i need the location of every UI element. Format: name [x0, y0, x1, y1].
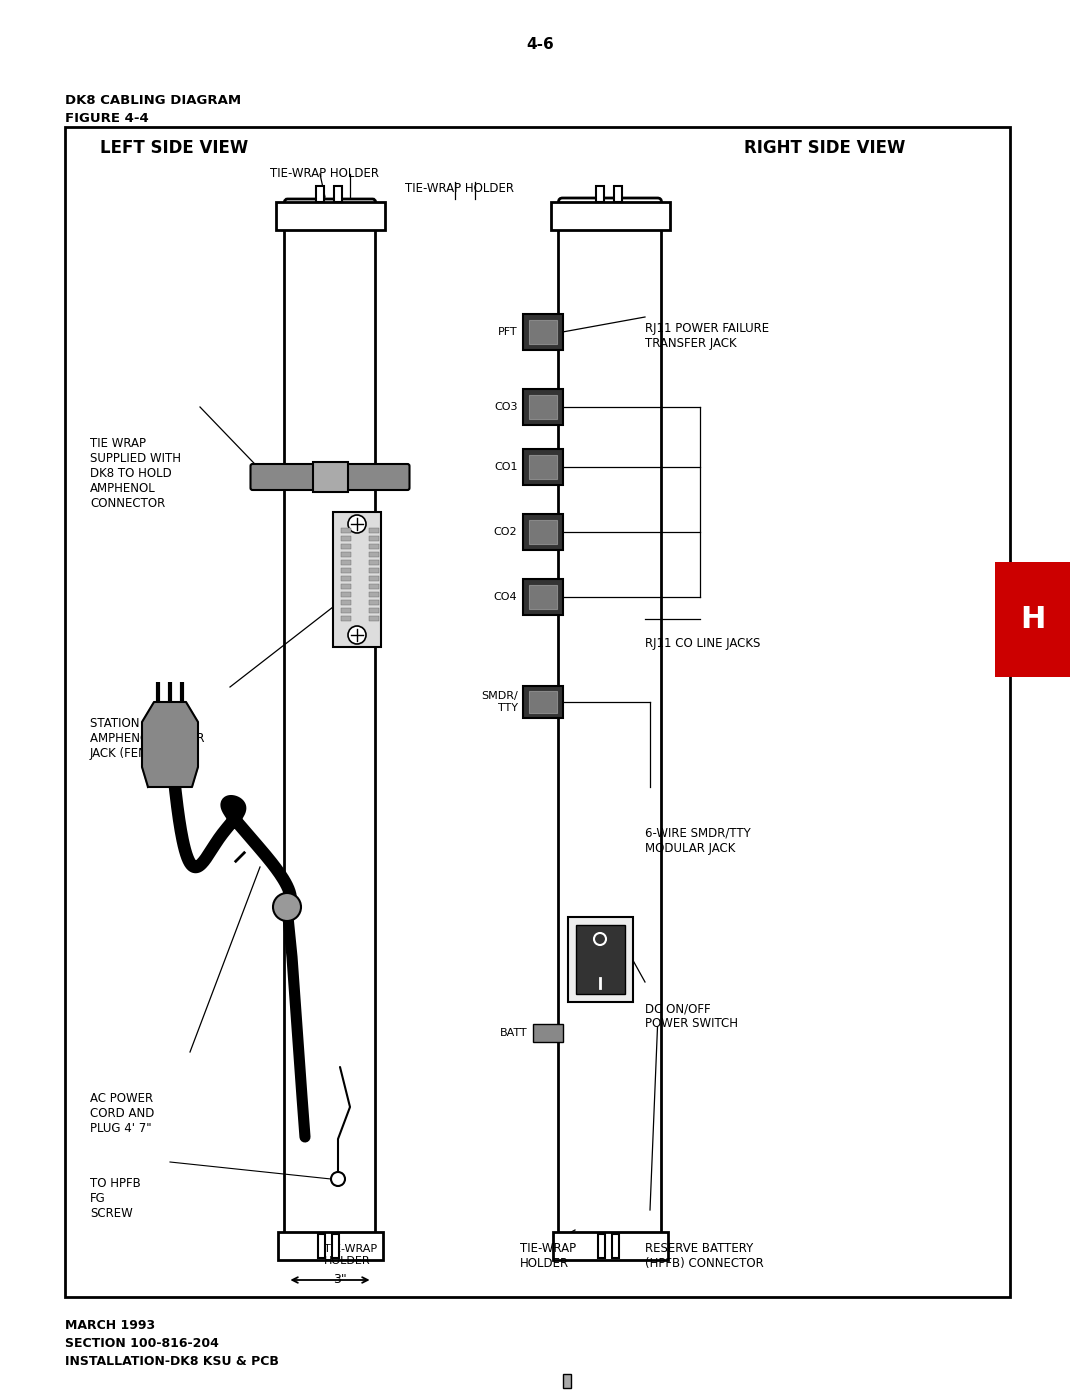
Bar	[528, 520, 556, 543]
Bar	[341, 569, 351, 573]
Text: TIE-WRAP HOLDER: TIE-WRAP HOLDER	[270, 168, 379, 180]
Text: SECTION 100-816-204: SECTION 100-816-204	[65, 1337, 219, 1350]
Bar	[341, 536, 351, 541]
Bar	[528, 395, 556, 419]
Bar	[567, 916, 633, 1002]
Text: SMDR/
TTY: SMDR/ TTY	[481, 692, 517, 712]
Text: AC POWER
CORD AND
PLUG 4' 7": AC POWER CORD AND PLUG 4' 7"	[90, 1092, 154, 1134]
Bar	[528, 455, 556, 479]
Bar	[553, 1232, 667, 1260]
Text: TIE-WRAP HOLDER: TIE-WRAP HOLDER	[405, 182, 514, 196]
Bar	[369, 528, 379, 534]
Text: STATION TIP/RING
AMPHENOL 25-PAIR
JACK (FEMALE): STATION TIP/RING AMPHENOL 25-PAIR JACK (…	[90, 717, 204, 760]
Bar	[369, 560, 379, 564]
Bar	[523, 578, 563, 615]
Bar	[369, 543, 379, 549]
Bar	[341, 543, 351, 549]
Bar	[334, 186, 342, 203]
FancyBboxPatch shape	[558, 198, 661, 1256]
Circle shape	[273, 893, 301, 921]
Bar	[598, 1234, 605, 1259]
Text: CO3: CO3	[494, 402, 517, 412]
Bar	[332, 1234, 339, 1259]
Bar	[318, 1234, 325, 1259]
Bar	[612, 1234, 619, 1259]
Text: TIE-WRAP
HOLDER: TIE-WRAP HOLDER	[519, 1242, 576, 1270]
FancyBboxPatch shape	[284, 198, 376, 1255]
Bar	[316, 186, 324, 203]
Bar	[333, 511, 381, 647]
Polygon shape	[141, 703, 198, 787]
Text: TIE WRAP
SUPPLIED WITH
DK8 TO HOLD
AMPHENOL
CONNECTOR: TIE WRAP SUPPLIED WITH DK8 TO HOLD AMPHE…	[90, 437, 181, 510]
Text: DK8 CABLING DIAGRAM: DK8 CABLING DIAGRAM	[65, 94, 241, 108]
Bar	[275, 203, 384, 231]
Text: TIE-WRAP
HOLDER: TIE-WRAP HOLDER	[324, 1243, 377, 1266]
Bar	[341, 608, 351, 613]
Text: H: H	[1020, 605, 1045, 634]
Bar	[369, 552, 379, 557]
Bar	[596, 186, 604, 203]
Bar	[278, 1232, 382, 1260]
Bar	[369, 576, 379, 581]
Bar	[523, 448, 563, 485]
Text: CO1: CO1	[494, 462, 517, 472]
Bar	[523, 514, 563, 550]
Bar	[576, 925, 624, 995]
Bar	[369, 569, 379, 573]
Circle shape	[348, 515, 366, 534]
Bar	[532, 1024, 563, 1042]
Bar	[523, 314, 563, 351]
Circle shape	[348, 626, 366, 644]
Text: 3": 3"	[333, 1273, 347, 1287]
Text: RJ11 POWER FAILURE
TRANSFER JACK: RJ11 POWER FAILURE TRANSFER JACK	[645, 321, 769, 351]
Bar	[369, 599, 379, 605]
Bar	[369, 536, 379, 541]
Bar	[551, 203, 670, 231]
Bar	[528, 692, 556, 712]
Text: INSTALLATION-DK8 KSU & PCB: INSTALLATION-DK8 KSU & PCB	[65, 1355, 279, 1368]
Bar	[369, 616, 379, 622]
Bar	[65, 127, 1010, 1296]
Bar	[369, 584, 379, 590]
Bar	[312, 462, 348, 492]
Bar	[369, 592, 379, 597]
Text: FIGURE 4-4: FIGURE 4-4	[65, 112, 149, 124]
Text: DC ON/OFF
POWER SWITCH: DC ON/OFF POWER SWITCH	[645, 1002, 738, 1030]
Text: LEFT SIDE VIEW: LEFT SIDE VIEW	[100, 138, 248, 156]
Text: RIGHT SIDE VIEW: RIGHT SIDE VIEW	[744, 138, 905, 156]
Bar	[528, 585, 556, 609]
Bar	[615, 186, 622, 203]
Text: CO2: CO2	[494, 527, 517, 536]
Text: TO HPFB
FG
SCREW: TO HPFB FG SCREW	[90, 1178, 140, 1220]
Text: PFT: PFT	[498, 327, 517, 337]
Bar	[341, 592, 351, 597]
Bar	[369, 608, 379, 613]
Text: RJ11 CO LINE JACKS: RJ11 CO LINE JACKS	[645, 637, 760, 650]
Bar	[523, 686, 563, 718]
Bar	[563, 1375, 570, 1389]
Bar	[341, 576, 351, 581]
Text: RESERVE BATTERY
(HPFB) CONNECTOR: RESERVE BATTERY (HPFB) CONNECTOR	[645, 1242, 764, 1270]
Bar	[523, 388, 563, 425]
Text: MARCH 1993: MARCH 1993	[65, 1319, 156, 1331]
Bar	[341, 528, 351, 534]
Bar	[341, 584, 351, 590]
Bar	[995, 562, 1070, 678]
Bar	[341, 552, 351, 557]
Bar	[341, 560, 351, 564]
Bar	[341, 599, 351, 605]
Text: CO4: CO4	[494, 592, 517, 602]
Text: BATT: BATT	[500, 1028, 527, 1038]
FancyBboxPatch shape	[251, 464, 409, 490]
Bar	[341, 616, 351, 622]
Text: 4-6: 4-6	[526, 36, 554, 52]
Bar	[528, 320, 556, 344]
Text: 6-WIRE SMDR/TTY
MODULAR JACK: 6-WIRE SMDR/TTY MODULAR JACK	[645, 827, 751, 855]
